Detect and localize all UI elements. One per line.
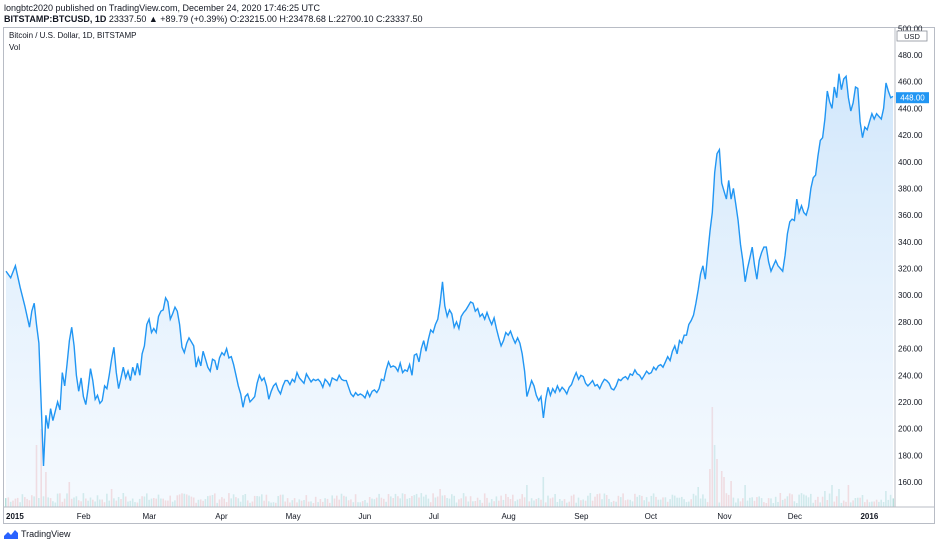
brand-label: TradingView [21,529,71,539]
publish-info: longbtc2020 published on TradingView.com… [4,3,321,13]
time-axis: 2015 Feb Mar Apr May Jun Jul Aug Sep Oct Nov Dec 201… [6,512,879,521]
last-price-label: 448.00 [900,94,925,103]
y-tick-label: 500.00 [898,24,923,33]
x-tick-label: Apr [215,512,228,521]
x-tick-label: Sep [574,512,589,521]
x-tick-label: Jun [358,512,371,521]
y-tick-label: 420.00 [898,131,923,140]
y-tick-label: 180.00 [898,451,923,460]
x-tick-label: Mar [142,512,156,521]
y-tick-label: 460.00 [898,78,923,87]
y-tick-label: 160.00 [898,478,923,487]
x-tick-label: Oct [645,512,658,521]
last-price-tag: 448.00 [896,92,929,104]
y-tick-label: 240.00 [898,371,923,380]
currency-label: USD [904,32,920,41]
last-price-tag-bg [896,92,929,104]
y-tick-label: 280.00 [898,318,923,327]
y-tick-label: 220.00 [898,398,923,407]
footer: TradingView [4,529,71,539]
y-tick-label: 320.00 [898,265,923,274]
y-tick-label: 300.00 [898,291,923,300]
x-tick-label: 2016 [860,512,878,521]
symbol-label: BITSTAMP:BTCUSD, 1D [4,14,107,24]
y-tick-label: 340.00 [898,238,923,247]
chart-title: Bitcoin / U.S. Dollar, 1D, BITSTAMP [9,31,137,40]
y-tick-label: 400.00 [898,158,923,167]
tradingview-logo-icon [4,530,18,539]
y-tick-label: 360.00 [898,211,923,220]
y-tick-label: 380.00 [898,184,923,193]
quote-label: 23337.50 ▲ +89.79 (+0.39%) O:23215.00 H:… [108,14,423,24]
volume-label: Vol [9,43,21,52]
price-axis: 160.00 180.00 200.00 220.00 240.00 260.00 280.… [898,24,923,487]
currency-badge [896,30,928,42]
x-tick-label: Jul [429,512,439,521]
price-line [5,73,894,467]
price-area [6,73,893,507]
x-tick-label: Feb [77,512,91,521]
x-tick-label: Aug [501,512,515,521]
y-tick-label: 440.00 [898,104,923,113]
symbol-quote: BITSTAMP:BTCUSD, 1D 23337.50 ▲ +89.79 (+… [4,14,423,24]
y-tick-label: 200.00 [898,425,923,434]
x-tick-label: Nov [717,512,731,521]
y-tick-label: 480.00 [898,51,923,60]
y-tick-label: 260.00 [898,345,923,354]
x-tick-label: May [286,512,301,521]
x-tick-label: 2015 [6,512,24,521]
x-tick-label: Dec [788,512,802,521]
